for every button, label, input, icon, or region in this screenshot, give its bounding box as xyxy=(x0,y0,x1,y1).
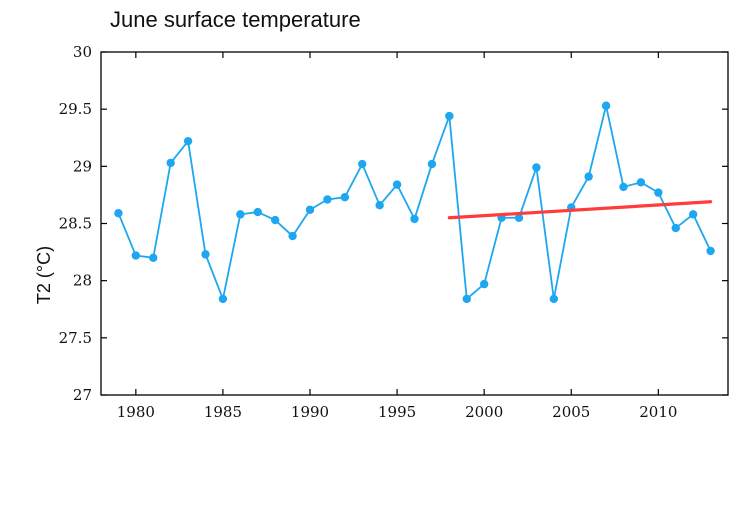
data-point xyxy=(479,279,489,289)
data-point xyxy=(114,209,123,218)
x-tick-label: 2010 xyxy=(639,403,677,421)
data-point xyxy=(445,111,454,121)
x-tick-label: 1980 xyxy=(117,403,155,421)
data-point xyxy=(688,210,698,219)
y-tick-label: 29.5 xyxy=(59,100,92,118)
data-point xyxy=(358,159,367,169)
data-point xyxy=(131,251,141,260)
x-tick-label: 2005 xyxy=(552,403,590,421)
data-point xyxy=(619,182,628,192)
data-point xyxy=(201,250,210,259)
data-point xyxy=(323,195,332,204)
x-tick-label: 2000 xyxy=(465,403,503,421)
series-layer xyxy=(114,101,715,304)
data-point xyxy=(305,205,315,214)
data-point xyxy=(636,178,646,187)
data-point xyxy=(166,158,175,168)
data-point xyxy=(410,214,419,224)
data-point xyxy=(671,223,680,233)
data-point xyxy=(340,193,350,202)
data-point xyxy=(270,215,280,225)
series-line xyxy=(117,104,712,300)
chart-title: June surface temperature xyxy=(110,7,361,32)
data-point xyxy=(183,136,193,146)
y-tick-label: 29 xyxy=(73,157,92,175)
y-axis-label: T2 (°C) xyxy=(34,246,54,304)
plot-area-frame xyxy=(100,51,729,396)
trend-layer xyxy=(447,200,713,220)
data-point xyxy=(253,207,262,217)
data-point xyxy=(532,163,541,172)
x-tick-label: 1985 xyxy=(204,403,242,421)
data-point xyxy=(462,294,471,304)
data-point xyxy=(375,201,384,210)
data-point xyxy=(706,246,715,256)
data-point xyxy=(236,210,245,219)
data-point xyxy=(218,294,228,304)
x-axis-ticks: 1980 1985 1990 1995 2000 2005 2010 xyxy=(117,52,677,421)
data-point xyxy=(288,231,297,241)
trend-line xyxy=(447,200,713,220)
data-point xyxy=(392,180,402,189)
y-tick-label: 27 xyxy=(73,386,92,404)
x-tick-label: 1990 xyxy=(291,403,329,421)
data-point xyxy=(514,213,524,222)
x-tick-label: 1995 xyxy=(378,403,416,421)
y-tick-label: 27.5 xyxy=(59,329,92,347)
data-point xyxy=(654,188,663,197)
y-axis-ticks: 27 27.5 28 28.5 29 29.5 30 xyxy=(59,43,728,404)
data-point xyxy=(584,172,593,181)
data-point xyxy=(549,294,559,304)
y-tick-label: 28 xyxy=(73,272,92,290)
data-point xyxy=(149,253,158,262)
data-point xyxy=(601,101,611,110)
y-tick-label: 28.5 xyxy=(59,215,92,233)
data-point xyxy=(427,159,437,169)
y-tick-label: 30 xyxy=(73,43,92,61)
